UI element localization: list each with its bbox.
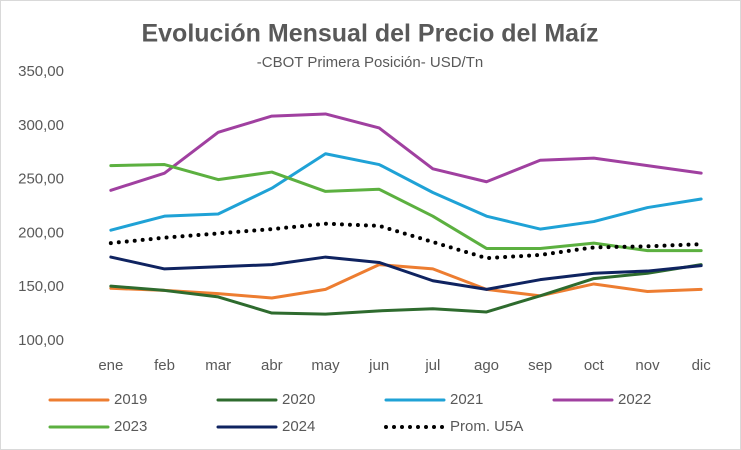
series-line xyxy=(109,255,703,291)
chart-title: Evolución Mensual del Precio del Maíz xyxy=(141,20,598,48)
x-tick-label: jun xyxy=(368,357,389,374)
x-tick-label: nov xyxy=(635,357,660,374)
chart-subtitle: -CBOT Primera Posición- USD/Tn xyxy=(257,54,483,71)
y-tick-label: 200,00 xyxy=(18,224,64,241)
y-tick-label: 300,00 xyxy=(18,117,64,134)
x-tick-label: jul xyxy=(424,357,440,374)
y-tick-label: 350,00 xyxy=(18,63,64,80)
x-tick-label: mar xyxy=(205,357,231,374)
legend-label: 2023 xyxy=(114,418,147,435)
x-tick-label: abr xyxy=(261,357,283,374)
x-tick-label: ene xyxy=(98,357,123,374)
x-tick-label: dic xyxy=(692,357,712,374)
x-tick-label: may xyxy=(311,357,340,374)
series-line xyxy=(109,263,703,316)
x-tick-label: ago xyxy=(474,357,499,374)
legend-label: 2021 xyxy=(450,391,483,408)
series-line xyxy=(109,163,703,253)
legend-label: 2020 xyxy=(282,391,315,408)
y-tick-label: 150,00 xyxy=(18,278,64,295)
x-tick-label: sep xyxy=(528,357,552,374)
y-tick-label: 250,00 xyxy=(18,171,64,188)
series-line xyxy=(109,152,703,232)
legend-label: Prom. U5A xyxy=(450,418,523,435)
legend-label: 2024 xyxy=(282,418,315,435)
x-tick-label: oct xyxy=(584,357,605,374)
y-tick-label: 100,00 xyxy=(18,332,64,349)
x-tick-label: feb xyxy=(154,357,175,374)
series-line xyxy=(109,263,703,300)
legend-label: 2022 xyxy=(618,391,651,408)
series-line xyxy=(109,112,703,192)
series-line xyxy=(108,221,704,261)
legend-label: 2019 xyxy=(114,391,147,408)
